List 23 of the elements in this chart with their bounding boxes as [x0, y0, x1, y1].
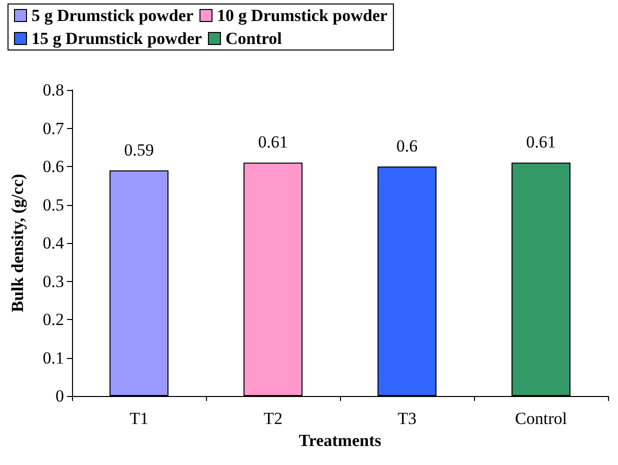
x-tick-label: T3: [398, 409, 416, 428]
y-tick-label: 0.6: [42, 157, 64, 176]
y-tick-label: 0.4: [42, 234, 64, 252]
legend-label: 15 g Drumstick powder: [32, 29, 202, 48]
x-axis-title: Treatments: [298, 430, 382, 450]
y-tick-label: 0.7: [42, 118, 64, 138]
y-tick-label: 0: [56, 386, 64, 406]
x-tick-label: T2: [264, 409, 282, 428]
y-axis-title: Bulk density, (g/cc): [8, 174, 27, 312]
y-tick-label: 0.1: [42, 348, 64, 368]
x-tick-label: T1: [130, 409, 148, 428]
y-tick-label: 0.2: [42, 310, 64, 329]
data-label: 0.61: [526, 132, 556, 152]
y-tick-label: 0.5: [42, 195, 64, 214]
data-label: 0.61: [258, 132, 288, 152]
y-tick-label: 0.8: [42, 80, 64, 100]
y-tick-label: 0.3: [42, 272, 64, 291]
legend-label: 5 g Drumstick powder: [32, 6, 194, 25]
data-label: 0.6: [396, 136, 418, 156]
legend-label: 10 g Drumstick powder: [216, 6, 388, 25]
data-label: 0.59: [124, 140, 154, 160]
x-tick-label: Control: [515, 409, 568, 428]
legend-label: Control: [225, 29, 282, 48]
